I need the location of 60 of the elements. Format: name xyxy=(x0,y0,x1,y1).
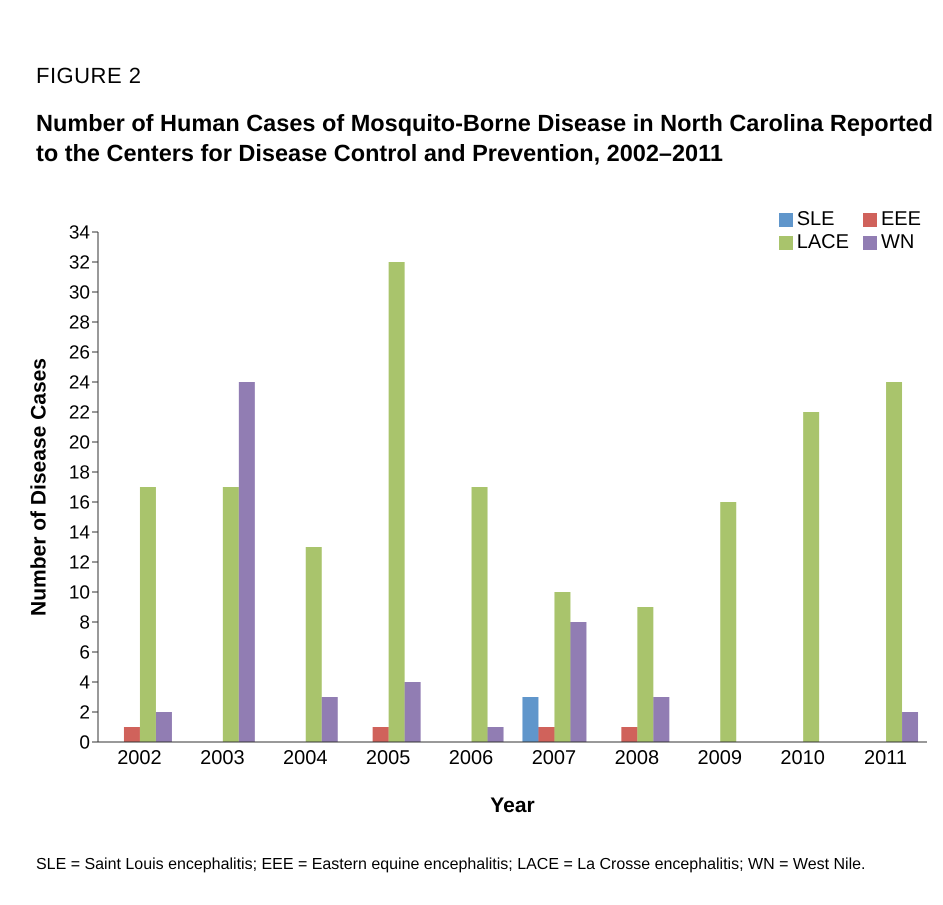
bar xyxy=(886,382,902,742)
y-tick-label: 30 xyxy=(68,282,90,304)
legend-label: EEE xyxy=(880,208,921,231)
bar xyxy=(222,487,239,742)
bar xyxy=(570,622,586,742)
bar xyxy=(902,712,918,742)
bar xyxy=(388,262,405,742)
bar xyxy=(306,547,322,742)
y-tick-label: 22 xyxy=(68,402,90,424)
y-tick-label: 2 xyxy=(79,702,90,724)
bar xyxy=(522,697,538,742)
x-tick-label: 2011 xyxy=(864,747,908,770)
bar xyxy=(238,382,255,742)
text: SLE = Saint Louis encephalitis; EEE = Eastern equine encephalitis; LACE = La Crosse encephalitis; WN = West Nile. xyxy=(36,856,866,874)
bar xyxy=(488,727,504,742)
x-tick-label: 2007 xyxy=(532,747,576,770)
x-tick-label: 2005 xyxy=(366,747,410,770)
bar xyxy=(621,727,638,742)
x-tick-label: 2006 xyxy=(448,747,494,770)
y-tick-label: 18 xyxy=(68,462,90,484)
bar xyxy=(803,412,820,742)
y-tick-label: 10 xyxy=(68,582,90,604)
y-tick-label: 0 xyxy=(79,732,90,754)
y-tick-label: 26 xyxy=(68,342,90,364)
y-tick-label: 28 xyxy=(68,312,90,334)
y-tick-label: 6 xyxy=(79,642,90,664)
x-tick-label: 2008 xyxy=(614,747,660,770)
bar xyxy=(637,607,654,742)
bar xyxy=(140,487,156,742)
y-tick-label: 24 xyxy=(68,372,90,394)
x-tick-label: 2010 xyxy=(780,747,825,770)
y-tick-label: 20 xyxy=(68,432,90,454)
x-tick-label: 2004 xyxy=(283,747,328,770)
legend-label: WN xyxy=(880,231,914,254)
legend-label: LACE xyxy=(796,231,849,254)
bar xyxy=(404,682,421,742)
bar xyxy=(720,502,736,742)
chart-title: Number of Human Cases of Mosquito-Borne Disease in North Carolina Reported to the Centers for Disease Control and Prevention, 2002–2011 xyxy=(36,109,934,168)
x-tick-label: 2003 xyxy=(200,747,245,770)
y-tick-label: 14 xyxy=(68,522,90,544)
bar xyxy=(472,487,488,742)
bar xyxy=(653,697,670,742)
y-tick-label: 4 xyxy=(79,672,90,694)
bar xyxy=(156,712,172,742)
chart-subtitle: FIGURE 2 xyxy=(36,63,142,89)
y-axis-title: Number of Disease Cases xyxy=(27,358,50,616)
y-tick-label: 32 xyxy=(68,252,90,274)
bar xyxy=(554,592,570,742)
bar xyxy=(322,697,338,742)
bar xyxy=(372,727,389,742)
x-tick-label: 2002 xyxy=(117,747,162,770)
bar xyxy=(124,727,140,742)
x-tick-label: 2009 xyxy=(698,747,742,770)
y-tick-label: 34 xyxy=(68,222,90,244)
legend-label: SLE xyxy=(796,208,835,231)
x-axis-title: Year xyxy=(490,794,535,817)
y-tick-label: 16 xyxy=(68,492,90,514)
y-tick-label: 12 xyxy=(68,552,90,574)
y-tick-label: 8 xyxy=(79,612,90,634)
bar xyxy=(538,727,554,742)
